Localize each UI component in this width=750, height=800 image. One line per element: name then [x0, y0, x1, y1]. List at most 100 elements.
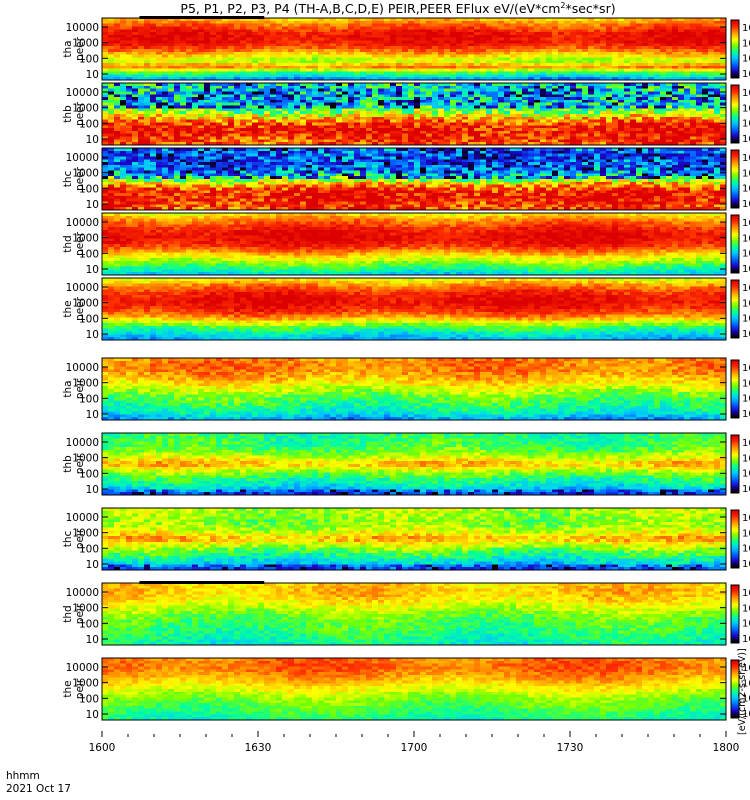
heatmap-cell: [474, 23, 481, 28]
heatmap-cell: [492, 54, 499, 59]
heatmap-cell: [360, 51, 367, 56]
heatmap-cell: [402, 20, 409, 25]
panel-species-label: peer: [74, 36, 86, 61]
heatmap-cell: [690, 32, 697, 36]
heatmap-cell: [300, 18, 307, 22]
heatmap-cell: [240, 29, 247, 33]
heatmap-cell: [522, 40, 529, 44]
heatmap-cell: [444, 63, 451, 67]
heatmap-cell: [636, 74, 643, 78]
heatmap-cell: [360, 40, 367, 44]
heatmap-cell: [252, 23, 259, 28]
heatmap-cell: [300, 74, 307, 78]
heatmap-cell: [390, 74, 397, 78]
heatmap-cell: [162, 29, 169, 33]
heatmap-cell: [318, 18, 325, 22]
heatmap-cell: [294, 49, 301, 53]
heatmap-cell: [606, 18, 613, 22]
heatmap-cell: [564, 49, 571, 53]
heatmap-cell: [186, 63, 193, 67]
heatmap-cell: [162, 18, 169, 22]
heatmap-cell: [318, 32, 325, 36]
heatmap-cell: [492, 65, 499, 70]
heatmap-cell: [396, 43, 403, 47]
heatmap-cell: [504, 71, 511, 75]
heatmap-cell: [498, 18, 505, 22]
heatmap-cell: [102, 83, 109, 87]
heatmap-cell: [216, 49, 223, 53]
heatmap-cell: [222, 71, 229, 75]
heatmap-cell: [282, 26, 289, 30]
heatmap-cell: [138, 60, 145, 64]
heatmap-cell: [234, 20, 241, 25]
heatmap-cell: [108, 71, 115, 75]
heatmap-cell: [486, 65, 493, 70]
heatmap-cell: [144, 46, 151, 50]
heatmap-cell: [408, 32, 415, 36]
heatmap-cell: [342, 18, 349, 22]
heatmap-cell: [570, 74, 577, 78]
colorbar: 106104102100: [730, 84, 750, 145]
heatmap-cell: [684, 65, 691, 70]
heatmap-cell: [222, 43, 229, 47]
heatmap-cell: [168, 71, 175, 75]
heatmap-cell: [324, 40, 331, 44]
heatmap-cell: [654, 20, 661, 25]
heatmap-cell: [534, 71, 541, 75]
heatmap-cell: [186, 57, 193, 61]
heatmap-cell: [258, 20, 265, 25]
heatmap-cell: [408, 18, 415, 22]
heatmap-cell: [636, 37, 643, 42]
colorbar-tick-base: 10: [742, 54, 750, 65]
heatmap-cell: [582, 57, 589, 61]
heatmap-cell: [108, 68, 115, 73]
heatmap-cell: [540, 54, 547, 59]
heatmap-cell: [552, 83, 559, 87]
heatmap-cell: [510, 63, 517, 67]
heatmap-cell: [546, 85, 553, 90]
heatmap-cell: [378, 60, 385, 64]
heatmap-cell: [648, 71, 655, 75]
heatmap-cell: [126, 57, 133, 61]
heatmap-cell: [174, 32, 181, 36]
heatmap-cell: [126, 54, 133, 59]
heatmap-cell: [108, 26, 115, 30]
heatmap-cell: [324, 37, 331, 42]
heatmap-cell: [120, 32, 127, 36]
heatmap-cell: [282, 49, 289, 53]
heatmap-cell: [204, 26, 211, 30]
heatmap-cell: [468, 68, 475, 73]
heatmap-cell: [678, 32, 685, 36]
heatmap-cell: [498, 83, 505, 87]
colorbar-segment: [731, 60, 739, 64]
heatmap-cell: [276, 65, 283, 70]
panel-species-label: peer: [74, 101, 86, 126]
heatmap-cell: [648, 68, 655, 73]
heatmap-cell: [516, 71, 523, 75]
heatmap-cell: [228, 83, 235, 87]
colorbar-segment: [731, 31, 739, 35]
heatmap-cell: [558, 83, 565, 87]
heatmap-cell: [690, 51, 697, 56]
heatmap-cell: [204, 43, 211, 47]
heatmap-cell: [534, 20, 541, 25]
heatmap-cell: [618, 85, 625, 90]
heatmap-cell: [114, 40, 121, 44]
heatmap-cell: [444, 54, 451, 59]
heatmap-cell: [720, 23, 727, 28]
heatmap-cell: [516, 83, 523, 87]
heatmap-cell: [696, 29, 703, 33]
heatmap-cell: [438, 74, 445, 78]
heatmap-cell: [684, 40, 691, 44]
heatmap-cell: [552, 43, 559, 47]
heatmap-cell: [504, 37, 511, 42]
heatmap-cell: [192, 68, 199, 73]
heatmap-cell: [468, 71, 475, 75]
heatmap-cell: [114, 34, 121, 39]
heatmap-cell: [276, 60, 283, 64]
heatmap-cell: [372, 51, 379, 56]
heatmap-cell: [630, 85, 637, 90]
heatmap-cell: [294, 71, 301, 75]
heatmap-cell: [540, 74, 547, 78]
heatmap-cell: [342, 63, 349, 67]
